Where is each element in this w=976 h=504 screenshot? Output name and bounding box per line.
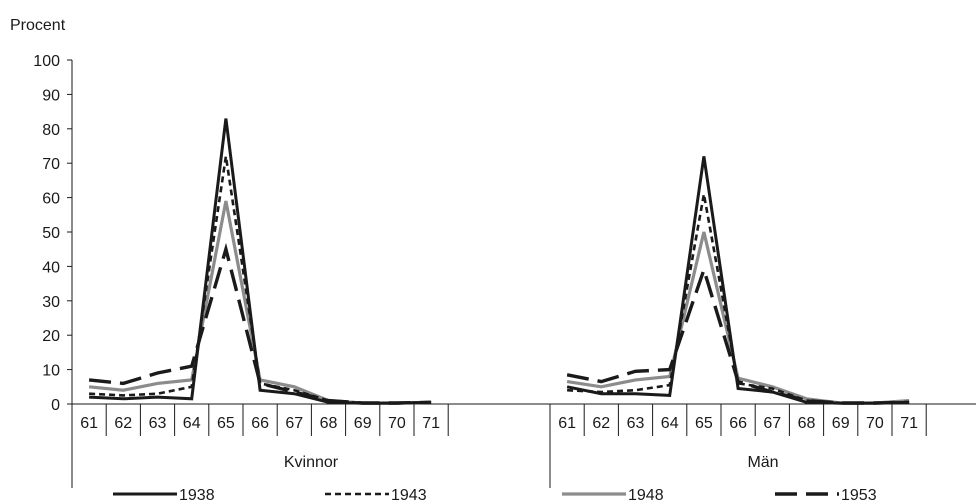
series-layer xyxy=(88,118,910,405)
x-tick-label: 68 xyxy=(798,415,816,432)
y-tick-label: 70 xyxy=(42,156,60,173)
y-axis-title: Procent xyxy=(10,17,66,34)
x-tick-label: 70 xyxy=(388,415,406,432)
y-tick-label: 90 xyxy=(42,87,60,104)
series-line-1938-man xyxy=(566,156,910,405)
x-tick-label: 68 xyxy=(320,415,338,432)
y-tick-label: 50 xyxy=(42,225,60,242)
x-tick-label: 67 xyxy=(285,415,303,432)
x-tick-label: 66 xyxy=(251,415,269,432)
y-tick-label: 30 xyxy=(42,294,60,311)
series-line-1938-kvinnor xyxy=(89,118,432,405)
legend-label-1943: 1943 xyxy=(391,487,427,504)
x-tick-label: 65 xyxy=(217,415,235,432)
x-tick-label: 62 xyxy=(592,415,610,432)
legend-label-1953: 1953 xyxy=(841,487,877,504)
y-tick-label: 20 xyxy=(42,328,60,345)
x-tick-label: 71 xyxy=(422,415,440,432)
x-tick-label: 70 xyxy=(866,415,884,432)
x-tick-label: 63 xyxy=(149,415,167,432)
y-tick-label: 0 xyxy=(51,397,60,414)
x-group-label: Män xyxy=(747,454,778,471)
x-tick-label: 66 xyxy=(729,415,747,432)
x-tick-label: 64 xyxy=(183,415,201,432)
x-tick-label: 63 xyxy=(627,415,645,432)
legend-label-1948: 1948 xyxy=(628,487,664,504)
legend-label-1938: 1938 xyxy=(179,487,215,504)
y-tick-label: 100 xyxy=(33,53,60,70)
y-tick-label: 10 xyxy=(42,363,60,380)
legend: 1938 1943 1948 1953 xyxy=(113,487,877,504)
x-axis: 61 62 63 64 65 66 67 68 69 70 71 Kvinnor 61 62 63 64 65 6… xyxy=(80,404,927,488)
x-tick-label: 65 xyxy=(695,415,713,432)
series-line-1943-kvinnor xyxy=(89,156,432,405)
x-tick-label: 69 xyxy=(832,415,850,432)
x-tick-label: 61 xyxy=(558,415,576,432)
x-group-label: Kvinnor xyxy=(284,454,339,471)
x-tick-label: 62 xyxy=(114,415,132,432)
x-tick-label: 71 xyxy=(900,415,918,432)
axes: 0 10 20 30 40 50 60 70 80 90 100 xyxy=(33,53,976,488)
y-tick-label: 40 xyxy=(42,259,60,276)
y-tick-label: 80 xyxy=(42,122,60,139)
x-tick-label: 64 xyxy=(661,415,679,432)
x-tick-label: 67 xyxy=(763,415,781,432)
x-tick-label: 69 xyxy=(354,415,372,432)
x-tick-label: 61 xyxy=(80,415,98,432)
series-line-1948-kvinnor xyxy=(88,200,432,405)
y-tick-label: 60 xyxy=(42,191,60,208)
